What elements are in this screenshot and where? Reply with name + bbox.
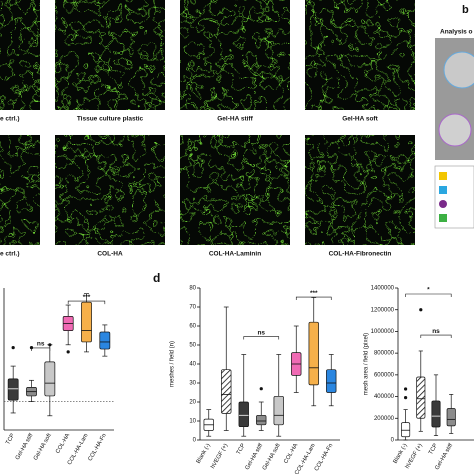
image-label: Gel-HA stiff bbox=[217, 116, 253, 123]
y-tick-label: 50 bbox=[189, 343, 196, 349]
y-tick-label: 60 bbox=[189, 324, 196, 330]
image-label: e ctrl.) bbox=[0, 116, 20, 123]
network bbox=[55, 0, 165, 110]
box bbox=[256, 414, 267, 426]
box bbox=[446, 408, 456, 427]
network bbox=[305, 135, 415, 245]
significance-bracket bbox=[67, 300, 106, 305]
significance-label: ns bbox=[37, 341, 45, 348]
y-tick-label: 800000 bbox=[374, 351, 395, 357]
legend-swatch bbox=[439, 214, 447, 222]
outlier bbox=[48, 343, 52, 347]
image-label: COL-HA bbox=[97, 251, 123, 258]
analysis-ring bbox=[438, 113, 472, 147]
significance-label: * bbox=[427, 287, 430, 294]
x-tick-label: COL-HA bbox=[55, 433, 71, 455]
x-tick-label: TCP bbox=[428, 443, 439, 456]
x-tick-label: Gel-HA soft bbox=[262, 442, 282, 471]
panel-label: d bbox=[153, 271, 160, 285]
box bbox=[308, 321, 319, 386]
x-tick-label: Gel-HA soft bbox=[33, 432, 53, 461]
box bbox=[221, 369, 232, 414]
x-tick-label: COL-HA-Fn bbox=[314, 443, 335, 473]
y-tick-label: 20 bbox=[189, 400, 196, 406]
x-tick-label: TCP bbox=[236, 443, 247, 456]
outlier bbox=[259, 387, 263, 391]
box bbox=[326, 369, 337, 393]
y-tick-label: 1200000 bbox=[371, 307, 395, 313]
box bbox=[401, 422, 411, 438]
image-label: Gel-HA soft bbox=[342, 116, 378, 123]
y-axis-label: mesh area / field (pixel) bbox=[364, 333, 370, 395]
legend-swatch bbox=[439, 186, 447, 194]
outlier bbox=[419, 308, 423, 312]
y-tick-label: 30 bbox=[189, 381, 196, 387]
micrographs bbox=[0, 0, 415, 245]
x-tick-label: TCP bbox=[5, 433, 16, 446]
x-tick-label: Blank (-) bbox=[196, 443, 212, 465]
y-axis-label: meshes / field (n) bbox=[170, 341, 176, 387]
y-tick-label: 70 bbox=[189, 305, 196, 311]
significance-label: ns bbox=[257, 329, 265, 336]
x-tick-label: Blank (-) bbox=[393, 443, 409, 465]
box bbox=[238, 401, 249, 428]
outlier bbox=[29, 346, 34, 350]
network bbox=[0, 135, 40, 245]
box bbox=[431, 400, 441, 428]
box bbox=[44, 361, 56, 397]
panel-label: b bbox=[462, 4, 469, 16]
y-tick-label: 600000 bbox=[374, 372, 395, 378]
significance-bracket bbox=[420, 334, 452, 339]
network bbox=[305, 0, 415, 110]
outlier bbox=[11, 346, 15, 350]
y-tick-label: 1400000 bbox=[371, 286, 395, 292]
x-tick-label: Gel-HA stiff bbox=[15, 432, 35, 461]
image-label: COL-HA-Laminin bbox=[209, 251, 261, 258]
significance-bracket bbox=[295, 296, 332, 301]
significance-bracket bbox=[243, 336, 280, 340]
image-label: COL-HA-Fibronectin bbox=[329, 251, 392, 258]
x-tick-label: hVEGF (+) bbox=[210, 443, 229, 470]
y-tick-label: 1000000 bbox=[371, 329, 395, 335]
y-tick-label: 0 bbox=[193, 438, 197, 444]
x-tick-label: COL-HA-Fn bbox=[87, 433, 108, 463]
analysis-ring bbox=[443, 51, 474, 89]
box bbox=[7, 378, 19, 401]
y-tick-label: 200000 bbox=[374, 416, 395, 422]
y-tick-label: 0 bbox=[391, 438, 395, 444]
legend-swatch bbox=[439, 200, 447, 208]
box bbox=[81, 301, 92, 343]
significance-label: ns bbox=[432, 328, 440, 335]
network bbox=[180, 135, 290, 245]
y-tick-label: 40 bbox=[189, 362, 196, 368]
x-tick-label: COL-HA bbox=[283, 443, 299, 465]
analysis-title: Analysis o bbox=[440, 29, 473, 36]
network bbox=[180, 0, 290, 110]
network bbox=[0, 0, 40, 110]
y-tick-label: 80 bbox=[189, 286, 196, 292]
box bbox=[99, 331, 111, 350]
significance-bracket bbox=[405, 293, 452, 297]
significance-label: *** bbox=[83, 294, 91, 301]
outlier bbox=[404, 396, 408, 400]
legend-swatch bbox=[439, 172, 447, 180]
x-tick-label: COL-HA-Lam bbox=[67, 433, 90, 467]
y-tick-label: 10 bbox=[189, 419, 196, 425]
image-label: e ctrl.) bbox=[0, 251, 20, 258]
significance-label: *** bbox=[310, 290, 318, 297]
outlier bbox=[66, 350, 70, 354]
significance-bracket bbox=[31, 347, 51, 351]
box bbox=[273, 395, 284, 426]
image-label: Tissue culture plastic bbox=[77, 116, 144, 123]
network bbox=[55, 135, 165, 245]
x-tick-label: Gel-HA stiff bbox=[245, 442, 265, 471]
outlier bbox=[404, 387, 408, 391]
y-tick-label: 400000 bbox=[374, 394, 395, 400]
box bbox=[416, 376, 426, 419]
